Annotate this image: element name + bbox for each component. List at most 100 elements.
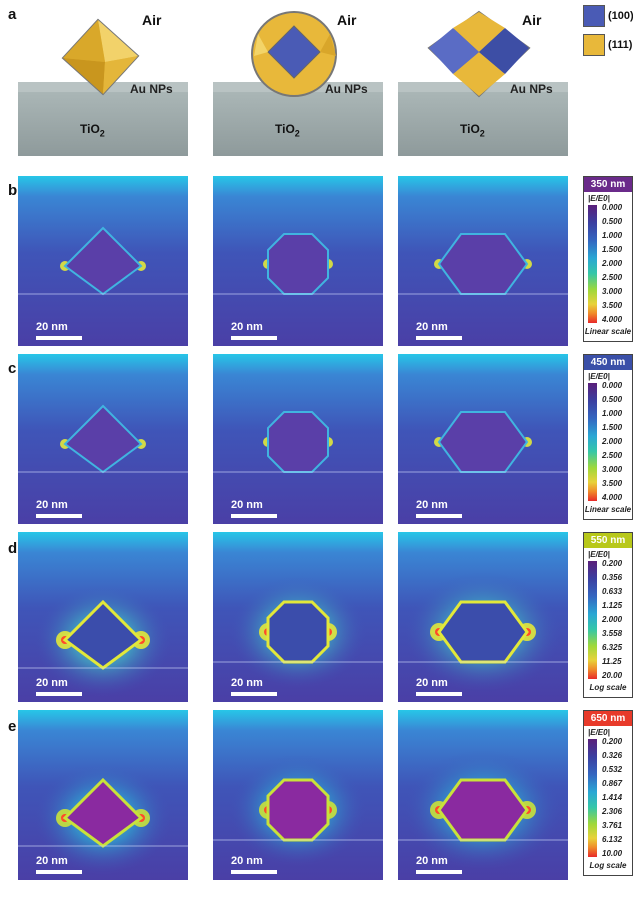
- colorbar-tick: 0.326: [602, 751, 623, 760]
- colorbar-tick: 1.000: [602, 409, 623, 418]
- colorbar-tick: 2.500: [602, 273, 623, 282]
- scale-bar-label: 20 nm: [231, 677, 263, 689]
- colorbar-tick: 1.414: [602, 793, 623, 802]
- legend-label-100: (100): [608, 10, 633, 22]
- scale-bar-label: 20 nm: [416, 677, 448, 689]
- scale-bar-label: 20 nm: [416, 855, 448, 867]
- scale-bar: [231, 870, 277, 874]
- colorbar-tick: 0.200: [602, 737, 623, 746]
- colorbar-tick: 2.000: [602, 259, 623, 268]
- scale-bar: [36, 870, 82, 874]
- colorbar-tick: 0.200: [602, 559, 623, 568]
- colorbar-gradient: [588, 383, 597, 501]
- field-map-c-1: 20 nm: [18, 354, 188, 524]
- air-label: Air: [142, 12, 162, 28]
- field-map-b-1: 20 nm: [18, 176, 188, 346]
- colorbar-wavelength: 450 nm: [584, 355, 632, 370]
- panel-label-a: a: [8, 6, 17, 23]
- colorbar-wavelength: 550 nm: [584, 533, 632, 548]
- panel-label-c: c: [8, 360, 17, 377]
- colorbar-4: 650 nm |E/E0| 0.200 0.326 0.532 0.867 1.414 2.3…: [583, 710, 633, 876]
- colorbar-tick: 0.532: [602, 765, 623, 774]
- colorbar-tick: 6.325: [602, 643, 623, 652]
- scale-bar-label: 20 nm: [36, 855, 68, 867]
- colorbar-unit: |E/E0|: [588, 728, 610, 737]
- scale-bar: [416, 514, 462, 518]
- colorbar-tick: 0.356: [602, 573, 623, 582]
- scale-bar: [231, 336, 277, 340]
- field-map-d-1: 20 nm: [18, 532, 188, 702]
- scale-bar-label: 20 nm: [231, 499, 263, 511]
- colorbar-unit: |E/E0|: [588, 550, 610, 559]
- colorbar-tick: 3.000: [602, 287, 623, 296]
- colorbar-tick: 1.500: [602, 423, 623, 432]
- field-map-c-2: 20 nm: [213, 354, 383, 524]
- legend-swatch-100: [583, 5, 605, 27]
- colorbar-tick: 2.306: [602, 807, 623, 816]
- substrate-label: TiO2: [80, 122, 105, 139]
- field-map-e-2: 20 nm: [213, 710, 383, 880]
- scale-bar: [231, 692, 277, 696]
- colorbar-scale-type: Linear scale: [584, 327, 632, 336]
- colorbar-tick: 0.500: [602, 395, 623, 404]
- colorbar-tick: 20.00: [602, 671, 623, 680]
- scale-bar: [231, 514, 277, 518]
- scale-bar-label: 20 nm: [416, 321, 448, 333]
- colorbar-scale-type: Linear scale: [584, 505, 632, 514]
- colorbar-scale-type: Log scale: [589, 683, 627, 692]
- scale-bar: [416, 336, 462, 340]
- colorbar-1: 350 nm |E/E0| 0.000 0.500 1.000 1.500 2.000 2.5…: [583, 176, 633, 342]
- colorbar-tick: 10.00: [602, 849, 623, 858]
- panel-label-d: d: [8, 540, 18, 557]
- field-map-c-3: 20 nm: [398, 354, 568, 524]
- scale-bar-label: 20 nm: [416, 499, 448, 511]
- colorbar-tick: 0.000: [602, 203, 623, 212]
- scale-bar: [416, 870, 462, 874]
- substrate-label: TiO2: [460, 122, 485, 139]
- colorbar-unit: |E/E0|: [588, 372, 610, 381]
- au-np-label: Au NPs: [325, 82, 368, 96]
- legend-swatch-111: [583, 34, 605, 56]
- legend-label-111: (111): [608, 39, 633, 51]
- nanoparticle-scene-1: Air Au NPs TiO2: [18, 4, 188, 156]
- colorbar-tick: 2.000: [602, 615, 623, 624]
- colorbar-tick: 3.000: [602, 465, 623, 474]
- colorbar-tick: 3.761: [602, 821, 623, 830]
- colorbar-tick: 1.000: [602, 231, 623, 240]
- field-map-e-1: 20 nm: [18, 710, 188, 880]
- field-map-e-3: 20 nm: [398, 710, 568, 880]
- colorbar-gradient: [588, 561, 597, 679]
- colorbar-3: 550 nm |E/E0| 0.200 0.356 0.633 1.125 2.000 3.5…: [583, 532, 633, 698]
- colorbar-tick: 11.25: [602, 657, 622, 666]
- colorbar-tick: 0.633: [602, 587, 623, 596]
- colorbar-unit: |E/E0|: [588, 194, 610, 203]
- scale-bar-label: 20 nm: [231, 321, 263, 333]
- field-map-b-3: 20 nm: [398, 176, 568, 346]
- substrate-label: TiO2: [275, 122, 300, 139]
- colorbar-tick: 6.132: [602, 835, 623, 844]
- au-np-label: Au NPs: [130, 82, 173, 96]
- colorbar-tick: 2.000: [602, 437, 623, 446]
- scale-bar: [416, 692, 462, 696]
- scale-bar-label: 20 nm: [36, 321, 68, 333]
- colorbar-gradient: [588, 205, 597, 323]
- scale-bar: [36, 336, 82, 340]
- colorbar-tick: 0.500: [602, 217, 623, 226]
- air-label: Air: [522, 12, 542, 28]
- scale-bar-label: 20 nm: [231, 855, 263, 867]
- colorbar-tick: 0.867: [602, 779, 623, 788]
- scale-bar-label: 20 nm: [36, 499, 68, 511]
- colorbar-tick: 1.500: [602, 245, 623, 254]
- panel-label-e: e: [8, 718, 17, 735]
- nanoparticle-scene-2: Air Au NPs TiO2: [213, 4, 383, 156]
- colorbar-tick: 2.500: [602, 451, 623, 460]
- colorbar-scale-type: Log scale: [589, 861, 627, 870]
- field-map-d-3: 20 nm: [398, 532, 568, 702]
- nanoparticle-scene-3: Air Au NPs TiO2: [398, 4, 568, 156]
- colorbar-tick: 4.000: [602, 493, 623, 502]
- colorbar-wavelength: 650 nm: [584, 711, 632, 726]
- colorbar-tick: 1.125: [602, 601, 623, 610]
- scale-bar-label: 20 nm: [36, 677, 68, 689]
- au-np-label: Au NPs: [510, 82, 553, 96]
- colorbar-tick: 3.558: [602, 629, 623, 638]
